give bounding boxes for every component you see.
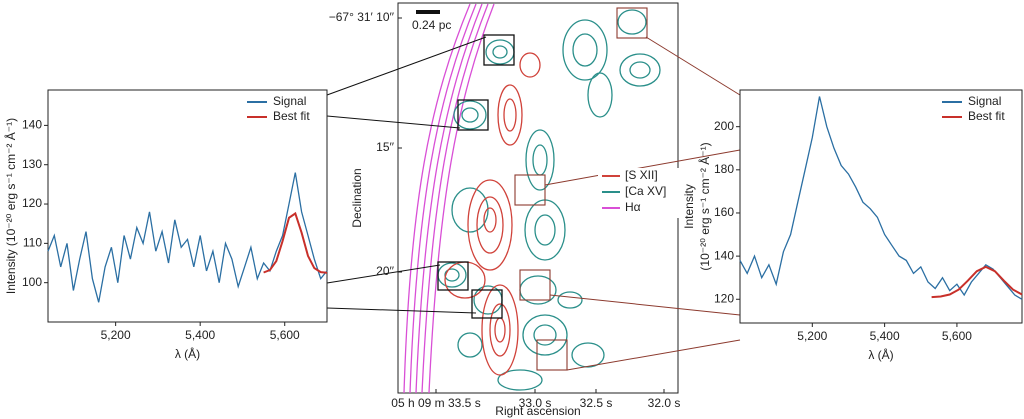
x-axis-label: λ (Å) (175, 346, 200, 361)
connectors (326, 36, 741, 371)
legend-label: [Ca XV] (625, 184, 666, 198)
legend-label: Best fit (968, 109, 1005, 123)
y-tick-label: 180 (714, 162, 734, 176)
ca-contours (437, 9, 661, 391)
x-tick-label: 5,600 (942, 329, 972, 343)
y-tick-label: 110 (23, 236, 42, 250)
scale-bar (416, 10, 440, 14)
x-tick-label: 05 h 09 m 33.5 s (391, 396, 480, 410)
series-line (739, 96, 1023, 300)
halpha-contours (403, 3, 495, 394)
y-tick-label: 130 (22, 157, 42, 171)
legend-label: Best fit (273, 109, 310, 123)
x-tick-label: 33.0 s (519, 396, 552, 410)
s-contours (444, 52, 541, 376)
series-line (263, 211, 328, 274)
series-line (931, 265, 1023, 299)
series-line (47, 172, 328, 303)
y-axis-label: Intensity (682, 184, 696, 229)
scale-bar-label: 0.24 pc (412, 18, 451, 32)
legend-label: Signal (968, 94, 1001, 108)
y-tick-label: 160 (714, 205, 734, 219)
y-tick-label: 140 (22, 118, 42, 132)
y-tick-label: 15′′ (376, 140, 395, 154)
y-axis-label: (10⁻²⁰ erg s⁻¹ cm⁻² Å⁻¹) (697, 142, 712, 270)
y-tick-label: −67° 31′ 10′′ (329, 10, 395, 24)
x-tick-label: 32.5 s (580, 396, 613, 410)
y-axis-label: Intensity (10⁻²⁰ erg s⁻¹ cm⁻² Å⁻¹) (3, 118, 18, 294)
y-tick-label: 100 (22, 275, 42, 289)
x-axis-label: λ (Å) (868, 347, 893, 362)
y-tick-label: 120 (714, 291, 734, 305)
y-tick-label: 140 (714, 248, 734, 262)
x-tick-label: 5,200 (101, 328, 131, 342)
x-tick-label: 32.0 s (648, 396, 681, 410)
red-boxes (514, 7, 648, 371)
x-tick-label: 5,600 (270, 328, 300, 342)
black-boxes (437, 34, 515, 319)
legend-label: Signal (273, 94, 306, 108)
y-axis-label: Declination (350, 168, 364, 227)
x-tick-label: 5,400 (870, 329, 900, 343)
legend-label: Hα (625, 200, 641, 214)
legend-label: [S XII] (625, 168, 658, 182)
plot-frame (739, 89, 1023, 324)
y-tick-label: 120 (22, 196, 42, 210)
y-tick-label: 200 (714, 119, 734, 133)
x-axis-label: Right ascension (495, 404, 580, 418)
y-tick-label: 20′′ (376, 264, 395, 278)
plot-frame (47, 89, 328, 323)
x-tick-label: 5,200 (797, 329, 827, 343)
x-tick-label: 5,400 (185, 328, 215, 342)
